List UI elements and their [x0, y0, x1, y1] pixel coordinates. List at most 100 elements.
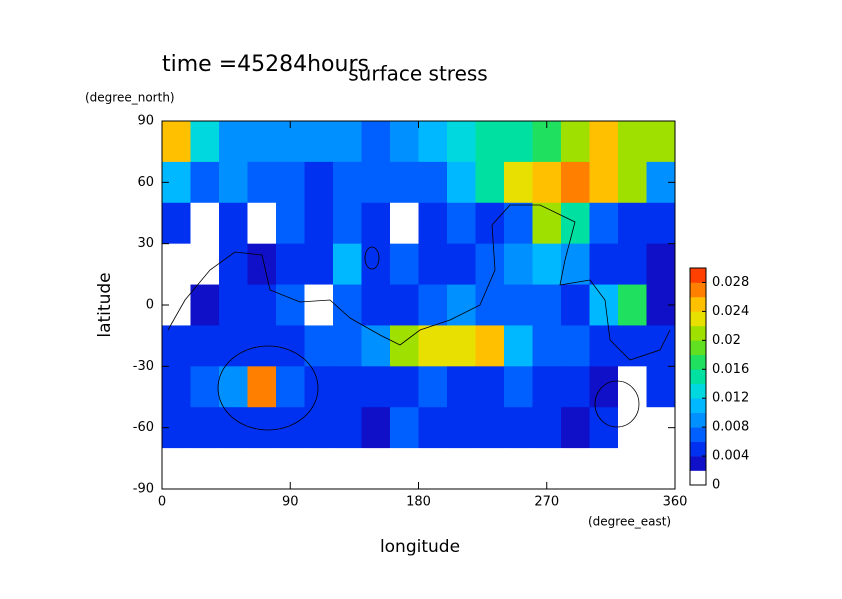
field-cell [618, 284, 647, 326]
field-cell [247, 121, 277, 163]
field-cell [190, 284, 220, 326]
field-cell [390, 121, 419, 163]
field-cell [247, 448, 277, 490]
field-cell [333, 161, 362, 204]
field-cell [447, 448, 476, 490]
field-cell [418, 284, 448, 326]
field-cell [190, 325, 220, 367]
field-cell [219, 325, 248, 367]
y-tick-label: 30 [137, 236, 154, 251]
field-cell [361, 366, 391, 408]
colorbar: 0 0.004 0.008 0.012 0.016 0.02 0.024 0.028 [689, 267, 749, 493]
field-cell [276, 284, 305, 326]
field-cell [304, 243, 334, 286]
field-cell [618, 121, 647, 163]
colorbar-swatch [690, 268, 706, 283]
field [162, 121, 676, 490]
field-cell [646, 121, 676, 163]
field-cell [276, 161, 305, 204]
field-cell [561, 325, 590, 367]
field-cell [589, 366, 619, 408]
field-cell [504, 284, 533, 326]
field-cell [418, 448, 448, 490]
field-cell [475, 366, 505, 408]
field-cell [646, 202, 676, 245]
field-cell [361, 202, 391, 245]
field-cell [361, 407, 391, 449]
field-cell [475, 407, 505, 449]
field-cell [361, 161, 391, 204]
field-cell [618, 366, 647, 408]
field-cell [532, 202, 562, 245]
field-cell [162, 325, 191, 367]
field-cell [646, 448, 676, 490]
field-cell [247, 366, 277, 408]
field-cell [589, 202, 619, 245]
field-cell [561, 243, 590, 286]
field-cell [532, 161, 562, 204]
colorbar-swatch [690, 282, 706, 298]
field-cell [589, 121, 619, 163]
field-cell [361, 448, 391, 490]
field-cell [304, 366, 334, 408]
field-cell [390, 284, 419, 326]
field-cell [190, 407, 220, 449]
colorbar-tick-label: 0.008 [712, 420, 749, 435]
field-cell [589, 448, 619, 490]
field-cell [475, 121, 505, 163]
field-cell [162, 448, 191, 490]
field-cell [219, 407, 248, 449]
colorbar-swatch [690, 340, 706, 356]
field-cell [532, 243, 562, 286]
y-tick-label: -90 [133, 482, 154, 497]
y-tick-label: -30 [133, 359, 154, 374]
field-cell [561, 284, 590, 326]
field-cell [418, 325, 448, 367]
field-cell [618, 448, 647, 490]
field-cell [561, 366, 590, 408]
field-cell [561, 448, 590, 490]
field-cell [390, 407, 419, 449]
field-cell [219, 366, 248, 408]
field-cell [504, 407, 533, 449]
field-cell [361, 121, 391, 163]
field-cell [219, 121, 248, 163]
field-cell [561, 202, 590, 245]
field-cell [418, 161, 448, 204]
colorbar-swatch [690, 427, 706, 442]
field-cell [504, 161, 533, 204]
field-cell [532, 366, 562, 408]
field-cell [475, 325, 505, 367]
x-tick-label: 90 [282, 495, 299, 510]
colorbar-swatch [690, 354, 706, 370]
colorbar-swatch [690, 441, 706, 457]
field-cell [447, 366, 476, 408]
field-cell [304, 202, 334, 245]
field-cell [162, 243, 191, 286]
field-cell [247, 243, 277, 286]
field-cell [219, 202, 248, 245]
coastline [594, 380, 640, 428]
colorbar-tick-label: 0.004 [712, 449, 749, 464]
field-cell [333, 366, 362, 408]
y-tick-label: 60 [137, 175, 154, 190]
field-cell [618, 243, 647, 286]
field-cell [276, 202, 305, 245]
field-cell [333, 202, 362, 245]
field-cell [447, 202, 476, 245]
colorbar-tick-label: 0.02 [712, 333, 741, 348]
field-cell [304, 161, 334, 204]
colorbar-swatch [690, 369, 706, 385]
field-cell [304, 325, 334, 367]
field-cell [333, 243, 362, 286]
field-cell [646, 243, 676, 286]
colorbar-swatch [690, 325, 706, 341]
colorbar-swatch [690, 311, 706, 327]
field-cell [589, 407, 619, 449]
field-cell [618, 325, 647, 367]
colorbar-swatch [690, 456, 706, 471]
field-cell [276, 366, 305, 408]
field-cell [447, 243, 476, 286]
y-tick-label: 0 [146, 298, 154, 313]
